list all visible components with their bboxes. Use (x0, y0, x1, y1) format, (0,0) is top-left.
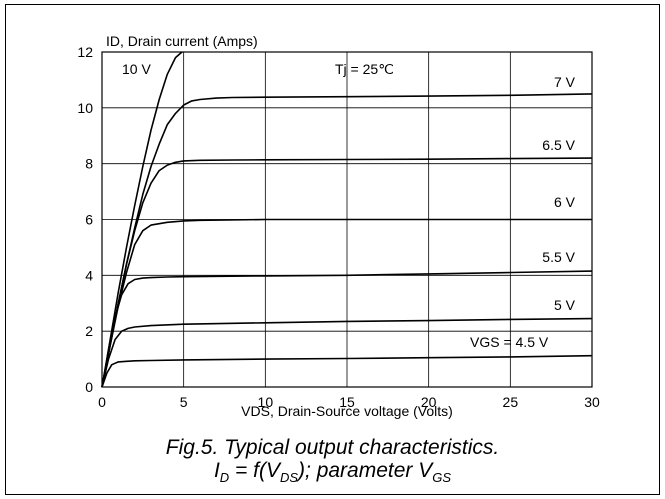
y-tick-label-0: 0 (85, 379, 93, 395)
curve-label-3: 6 V (554, 194, 576, 210)
y-tick-label-6: 12 (77, 44, 93, 60)
curve-label-0: 10 V (122, 61, 151, 77)
curve-5 (101, 317, 593, 388)
y-tick-label-1: 2 (85, 323, 93, 339)
caption-vgs-subscript: GS (432, 470, 452, 486)
figure-caption: Fig.5. Typical output characteristics. I… (0, 436, 665, 489)
axis-ticks: 0 5 10 15 20 25 30 0 2 4 6 8 10 12 (77, 44, 600, 410)
x-tick-label-3: 15 (339, 394, 355, 410)
figure-frame (5, 4, 660, 495)
caption-parameter: ); parameter V (298, 459, 433, 482)
y-tick-label-2: 4 (85, 267, 93, 283)
x-tick-label-4: 20 (421, 394, 437, 410)
x-tick-label-0: 0 (98, 394, 106, 410)
caption-vds-subscript: DS (279, 470, 299, 486)
curve-label-2: 6.5 V (542, 137, 575, 153)
x-axis-label: VDS, Drain-Source voltage (Volts) (241, 403, 453, 419)
caption-line-2: ID = f(VDS); parameter VGS (0, 459, 665, 489)
x-tick-label-6: 30 (584, 394, 600, 410)
curve-label-6: VGS = 4.5 V (470, 334, 549, 350)
y-tick-label-3: 6 (85, 212, 93, 228)
curve-0 (101, 51, 183, 388)
caption-function: = f(V (229, 459, 280, 482)
x-tick-label-5: 25 (503, 394, 519, 410)
curve-label-5: 5 V (554, 297, 576, 313)
curve-labels: 10 V 7 V 6.5 V 6 V 5.5 V 5 V VGS = 4.5 V (122, 61, 576, 350)
caption-line-1: Fig.5. Typical output characteristics. (165, 436, 500, 459)
curve-6 (101, 354, 593, 388)
curves (101, 51, 593, 388)
y-axis-label: ID, Drain current (Amps) (106, 33, 258, 49)
x-tick-label-1: 5 (180, 394, 188, 410)
curve-2 (101, 157, 593, 388)
y-tick-label-5: 10 (77, 100, 93, 116)
curve-4 (101, 270, 593, 388)
x-tick-label-2: 10 (258, 394, 274, 410)
output-characteristics-chart: 0 5 10 15 20 25 30 0 2 4 6 8 10 12 10 V 7 V 6.5 V 6 V 5.5… (77, 33, 600, 419)
caption-id-subscript: D (219, 470, 230, 486)
grid (102, 52, 592, 387)
curve-label-1: 7 V (554, 74, 576, 90)
temperature-annotation: Tj = 25℃ (335, 61, 394, 77)
caption-id-symbol: I (213, 459, 220, 482)
curve-label-4: 5.5 V (542, 249, 575, 265)
y-tick-label-4: 8 (85, 156, 93, 172)
